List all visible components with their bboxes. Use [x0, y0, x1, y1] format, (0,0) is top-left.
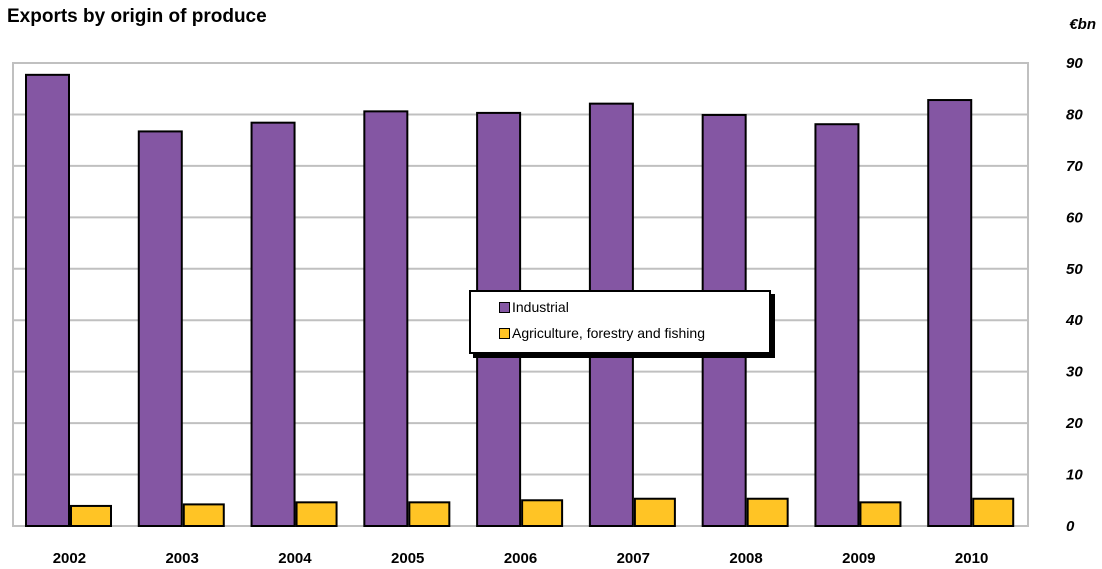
x-axis-ticks: 2002 2003 2004 2005 2006 2007 2008 2009 2010	[53, 550, 989, 567]
bar-agriculture-2002	[70, 504, 112, 528]
y-axis-ticks: 0 10 20 30 40 50 60 70 80 90	[1065, 55, 1083, 535]
x-tick-label-2005: 2005	[391, 550, 424, 567]
legend-swatch-industrial	[499, 301, 510, 313]
bar-agriculture-2007	[633, 497, 676, 527]
legend: Industrial Agriculture, forestry and fis…	[469, 290, 771, 354]
x-tick-label-2003: 2003	[165, 550, 198, 567]
bar-agriculture-2006	[521, 499, 564, 527]
bar-industrial-2002	[25, 73, 70, 528]
y-tick-label-40: 40	[1065, 312, 1083, 329]
x-tick-label-2004: 2004	[278, 550, 312, 567]
legend-label-industrial: Industrial	[512, 299, 569, 315]
x-tick-label-2007: 2007	[617, 550, 650, 567]
y-tick-label-50: 50	[1066, 261, 1083, 278]
y-tick-label-80: 80	[1066, 106, 1083, 123]
bar-industrial-2004	[250, 121, 296, 527]
bar-agriculture-2005	[408, 501, 451, 527]
bar-agriculture-2009	[859, 501, 902, 527]
x-tick-label-2008: 2008	[729, 550, 762, 567]
bar-agriculture-2008	[746, 497, 789, 527]
y-tick-label-0: 0	[1066, 518, 1075, 535]
x-tick-label-2006: 2006	[504, 550, 537, 567]
bar-industrial-2009	[814, 123, 860, 527]
y-axis-unit-label: €bn	[1069, 16, 1096, 33]
x-tick-label-2009: 2009	[842, 550, 875, 567]
y-tick-label-70: 70	[1066, 158, 1083, 175]
y-tick-label-30: 30	[1066, 364, 1083, 381]
y-tick-label-90: 90	[1066, 55, 1083, 72]
chart-title: Exports by origin of produce	[7, 6, 267, 27]
y-tick-label-60: 60	[1066, 209, 1083, 226]
x-tick-label-2002: 2002	[53, 550, 86, 567]
bar-industrial-2003	[137, 130, 183, 527]
y-tick-label-20: 20	[1065, 415, 1083, 432]
bar-industrial-2010	[927, 99, 973, 527]
y-tick-label-10: 10	[1066, 467, 1083, 484]
bar-agriculture-2010	[972, 497, 1015, 527]
legend-item-industrial: Industrial	[499, 299, 569, 315]
legend-label-agriculture: Agriculture, forestry and fishing	[512, 325, 705, 341]
bar-industrial-2005	[363, 110, 409, 527]
legend-swatch-agriculture	[499, 327, 510, 339]
bar-agriculture-2003	[182, 503, 225, 528]
bar-agriculture-2004	[295, 501, 338, 527]
legend-item-agriculture: Agriculture, forestry and fishing	[499, 325, 705, 341]
x-tick-label-2010: 2010	[955, 550, 988, 567]
